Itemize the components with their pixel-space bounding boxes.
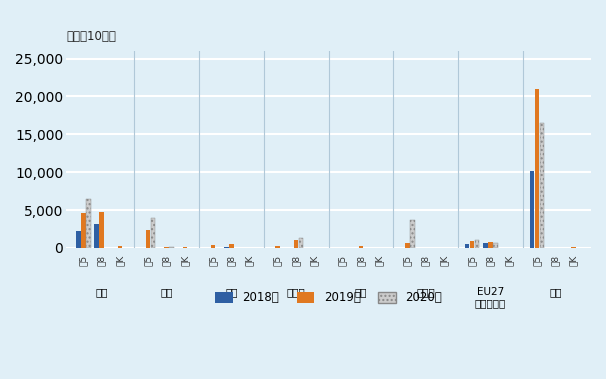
Bar — [76, 231, 81, 248]
Text: 割5: 割5 — [273, 255, 282, 266]
Text: 割K: 割K — [439, 255, 448, 266]
Bar — [164, 247, 169, 248]
Text: 割5: 割5 — [79, 255, 88, 266]
Text: 割5: 割5 — [338, 255, 347, 266]
Bar — [169, 247, 174, 248]
Text: 割8: 割8 — [291, 255, 301, 266]
Bar — [224, 247, 228, 248]
Text: 割5: 割5 — [403, 255, 412, 266]
Bar — [475, 240, 479, 248]
Text: 割8: 割8 — [421, 255, 430, 266]
Bar — [410, 220, 415, 248]
Bar — [493, 243, 498, 248]
Text: 割K: 割K — [245, 255, 254, 266]
Bar — [182, 247, 187, 248]
Bar — [470, 241, 474, 248]
Bar — [146, 230, 150, 248]
Text: 割5: 割5 — [533, 255, 542, 266]
Bar — [405, 243, 410, 248]
Bar — [359, 246, 363, 248]
Text: 割8: 割8 — [97, 255, 106, 266]
Bar — [95, 224, 99, 248]
Bar — [299, 238, 304, 248]
Text: 割5: 割5 — [468, 255, 477, 266]
Text: 割K: 割K — [375, 255, 384, 266]
Bar — [483, 243, 488, 248]
Bar — [81, 213, 85, 248]
Text: 割K: 割K — [569, 255, 578, 266]
Text: 割8: 割8 — [162, 255, 171, 266]
Text: （台、10台）: （台、10台） — [66, 30, 116, 43]
Bar — [294, 240, 298, 248]
Bar — [118, 246, 122, 248]
Text: 割5: 割5 — [144, 255, 153, 266]
Bar — [465, 244, 470, 248]
Bar — [86, 199, 90, 248]
Bar — [276, 246, 280, 248]
Bar — [99, 212, 104, 248]
Text: 割5: 割5 — [208, 255, 218, 266]
Bar — [151, 218, 155, 248]
Bar — [530, 171, 534, 248]
Text: 割8: 割8 — [356, 255, 365, 266]
Text: 割K: 割K — [181, 255, 189, 266]
Text: 割K: 割K — [310, 255, 319, 266]
Bar — [534, 89, 539, 248]
Text: 割K: 割K — [504, 255, 513, 266]
Text: 割8: 割8 — [227, 255, 236, 266]
Text: 割8: 割8 — [486, 255, 495, 266]
Text: 割8: 割8 — [551, 255, 560, 266]
Legend: 2018年, 2019年, 2020年: 2018年, 2019年, 2020年 — [210, 287, 447, 309]
Text: 割K: 割K — [116, 255, 125, 266]
Bar — [540, 123, 544, 248]
Bar — [229, 244, 233, 248]
Bar — [211, 245, 215, 248]
Bar — [488, 242, 493, 248]
Bar — [571, 247, 576, 248]
